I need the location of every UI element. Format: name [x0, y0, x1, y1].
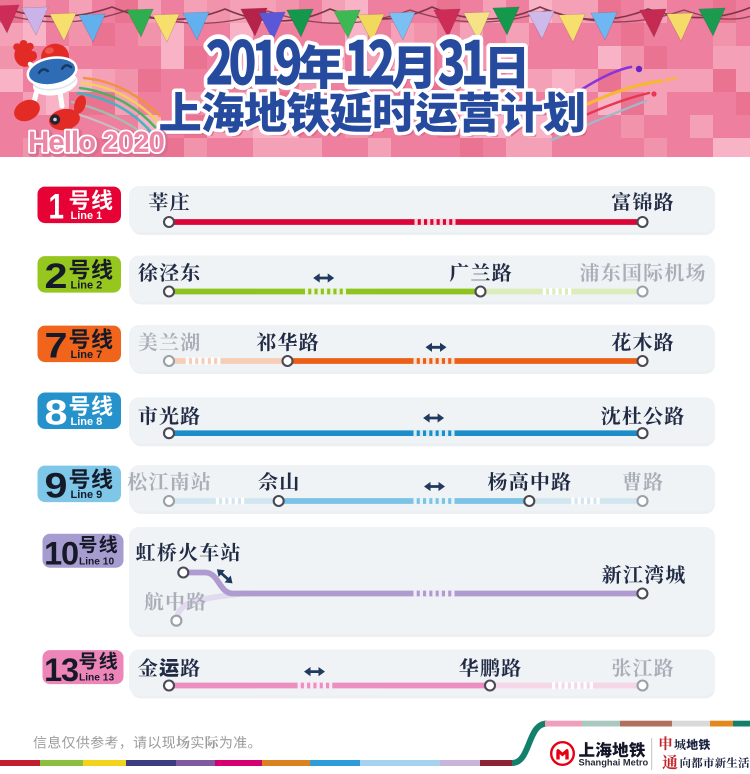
svg-text:2: 2 [45, 257, 68, 296]
svg-text:8: 8 [45, 393, 68, 432]
svg-text:9: 9 [45, 466, 68, 505]
svg-text:7: 7 [45, 326, 68, 365]
svg-text:1: 1 [49, 187, 65, 226]
svg-text:Line 7: Line 7 [71, 349, 103, 361]
svg-text:Line 13: Line 13 [79, 673, 114, 684]
svg-text:13: 13 [44, 652, 78, 688]
svg-text:Line 1: Line 1 [71, 210, 103, 222]
svg-text:Line 8: Line 8 [71, 416, 103, 428]
svg-text:Line 10: Line 10 [79, 556, 114, 567]
svg-text:Hello 2020: Hello 2020 [28, 126, 165, 159]
svg-text:10: 10 [44, 536, 78, 572]
svg-text:Hello 2020: Hello 2020 [30, 128, 167, 161]
svg-text:Shanghai Metro: Shanghai Metro [579, 758, 649, 768]
svg-text:Line 9: Line 9 [71, 489, 103, 501]
svg-text:Line 2: Line 2 [71, 280, 103, 292]
